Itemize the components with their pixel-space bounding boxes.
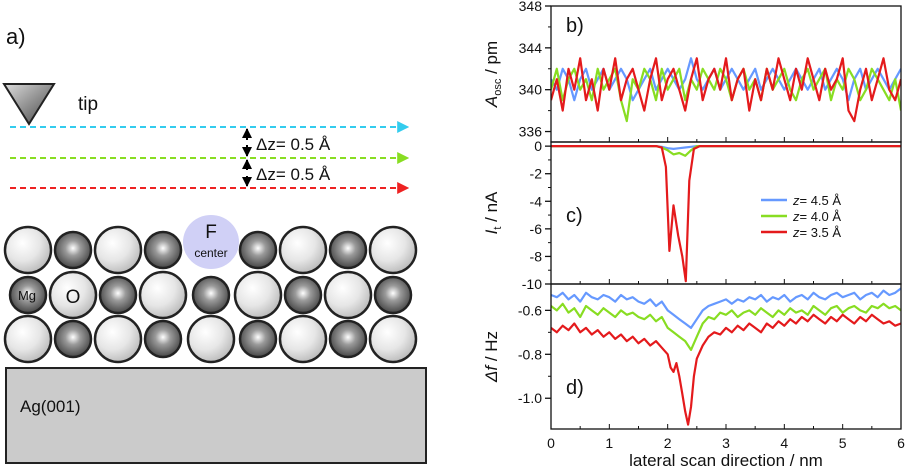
- o-atom: [278, 314, 328, 364]
- mg-atom: [283, 275, 323, 315]
- series-line-z35: [551, 313, 901, 426]
- y-tick-label: -4: [530, 193, 543, 209]
- mg-label: Mg: [18, 288, 36, 303]
- y-tick-label: -0.6: [518, 302, 542, 318]
- mg-atom: [328, 319, 368, 359]
- x-tick-label: 3: [722, 435, 730, 451]
- panel-c-current: 0 -2 -4 -6 -8 -10 c) It / nA z= 4.5 Åz= 4.0 Åz= …: [482, 138, 902, 292]
- mgo-lattice: [3, 225, 418, 364]
- y-tick-label: 344: [519, 40, 543, 56]
- o-label: O: [66, 287, 81, 308]
- o-atom: [48, 270, 98, 320]
- o-atom: [186, 314, 236, 364]
- series-line-z35: [551, 57, 901, 123]
- mg-atom: [98, 275, 138, 315]
- mg-atom: [143, 230, 183, 270]
- mg-atom: [191, 275, 231, 315]
- x-tick-label: 4: [780, 435, 788, 451]
- substrate-label: Ag(001): [20, 397, 80, 416]
- y-tick-label: -1.0: [518, 390, 542, 406]
- series-line-z35: [551, 145, 901, 283]
- y-tick-label: -0.8: [518, 346, 542, 362]
- series-line-z40: [551, 302, 901, 351]
- panel-b-amplitude: 336 340 344 348 b) Aosc / pm: [482, 0, 902, 143]
- y-tick-label: 336: [519, 124, 543, 140]
- y-tick-label: 348: [519, 0, 543, 14]
- legend-entry: z= 4.5 Å: [792, 193, 841, 208]
- tip-icon: [2, 83, 56, 126]
- mg-atom: [328, 230, 368, 270]
- schematic-panel: a) tip Δz= 0.5 Å Δz= 0.5 Å F center Mg O…: [2, 24, 427, 464]
- y-axis-label: Aosc / pm: [482, 41, 504, 108]
- mg-atom: [238, 319, 278, 359]
- o-atom: [93, 225, 143, 275]
- o-atom: [323, 270, 373, 320]
- mg-atom: [8, 275, 48, 315]
- y-axis-label: It / nA: [482, 191, 504, 234]
- y-tick-label: -6: [530, 221, 543, 237]
- panel-d-frequency-shift: -0.6 -0.8 -1.0 d) Δf / Hz 0 1 2 3 4 5 6 lateral scan…: [482, 283, 905, 470]
- o-atom: [3, 225, 53, 275]
- x-axis-label: lateral scan direction / nm: [629, 451, 823, 470]
- panel-label: b): [566, 15, 584, 37]
- o-atom: [138, 270, 188, 320]
- panel-label: c): [566, 205, 583, 227]
- panel-label: d): [566, 377, 584, 399]
- x-tick-label: 6: [897, 435, 905, 451]
- mg-atom: [53, 319, 93, 359]
- y-tick-label: 340: [519, 82, 543, 98]
- o-atom: [368, 314, 418, 364]
- plot-frame: [550, 141, 902, 285]
- x-tick-label: 0: [547, 435, 555, 451]
- mg-atom: [143, 319, 183, 359]
- o-atom: [93, 314, 143, 364]
- y-axis-label: Δf / Hz: [482, 331, 501, 383]
- dz2-label: Δz= 0.5 Å: [256, 165, 331, 184]
- x-tick-label: 2: [664, 435, 672, 451]
- mg-atom: [53, 230, 93, 270]
- series-line-z40: [551, 67, 901, 123]
- y-tick-label: 0: [534, 138, 542, 154]
- x-tick-label: 1: [605, 435, 613, 451]
- legend-entry: z= 4.0 Å: [792, 209, 841, 224]
- f-center-label-bottom: center: [194, 246, 227, 260]
- y-tick-label: -2: [530, 166, 543, 182]
- tip-label: tip: [78, 94, 98, 115]
- plot-frame: [550, 283, 902, 430]
- y-tick-label: -10: [522, 276, 542, 292]
- f-center-label-top: F: [205, 222, 217, 243]
- series-line-z40: [551, 145, 901, 157]
- o-atom: [233, 270, 283, 320]
- x-tick-label: 5: [839, 435, 847, 451]
- ag-substrate: [5, 367, 427, 464]
- mg-atom: [238, 230, 278, 270]
- mg-atom: [373, 275, 413, 315]
- panel-label-a: a): [6, 24, 26, 49]
- dz1-label: Δz= 0.5 Å: [256, 135, 331, 154]
- series-line-z45: [551, 287, 901, 329]
- legend-entry: z= 3.5 Å: [792, 225, 841, 240]
- o-atom: [3, 314, 53, 364]
- o-atom: [278, 225, 328, 275]
- y-tick-label: -8: [530, 248, 543, 264]
- o-atom: [368, 225, 418, 275]
- f-center-icon: [183, 215, 239, 269]
